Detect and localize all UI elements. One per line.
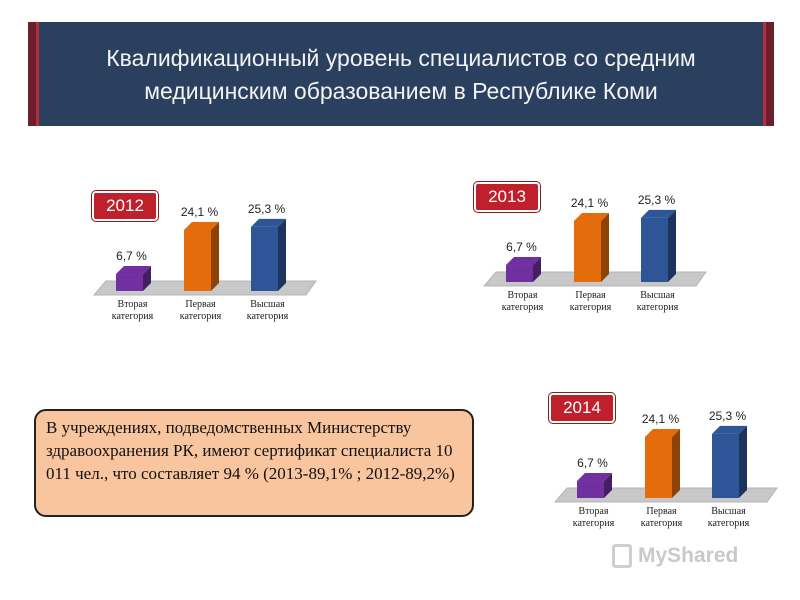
category-label: категория bbox=[637, 302, 679, 313]
category-label: Высшая bbox=[711, 506, 746, 517]
data-label: 6,7 % bbox=[577, 456, 608, 470]
category-label: категория bbox=[180, 311, 222, 322]
category-label: Первая bbox=[646, 506, 677, 517]
bar bbox=[116, 274, 143, 291]
bar bbox=[184, 229, 211, 291]
page-title: Квалификационный уровень специалистов со… bbox=[46, 42, 756, 108]
title-banner: Квалификационный уровень специалистов со… bbox=[28, 22, 774, 126]
category-label: Первая bbox=[575, 290, 606, 301]
bar bbox=[641, 217, 668, 282]
category-label: Вторая bbox=[579, 506, 609, 517]
watermark-logo: MyShared bbox=[612, 538, 738, 574]
bar-side bbox=[533, 257, 541, 282]
bar bbox=[506, 265, 533, 282]
bar-top bbox=[116, 266, 151, 275]
bar-top bbox=[574, 212, 609, 221]
certificate-note: В учреждениях, подведомственных Министер… bbox=[34, 409, 474, 517]
year-badge-2013: 2013 bbox=[473, 181, 541, 213]
bar-top bbox=[184, 221, 219, 230]
category-label: Высшая bbox=[250, 299, 285, 310]
data-label: 24,1 % bbox=[181, 205, 219, 219]
bar bbox=[251, 226, 278, 291]
category-label: категория bbox=[247, 311, 289, 322]
data-label: 25,3 % bbox=[709, 409, 747, 423]
bar bbox=[574, 220, 601, 282]
category-label: категория bbox=[502, 302, 544, 313]
title-line-2: медицинским образованием в Республике Ко… bbox=[144, 78, 658, 104]
bar bbox=[712, 433, 739, 498]
data-label: 6,7 % bbox=[116, 249, 147, 263]
bar-side bbox=[601, 212, 609, 282]
bar bbox=[577, 481, 604, 498]
title-line-1: Квалификационный уровень специалистов со… bbox=[106, 45, 696, 71]
category-label: категория bbox=[641, 518, 683, 529]
category-label: Вторая bbox=[508, 290, 538, 301]
category-label: категория bbox=[112, 311, 154, 322]
category-label: Высшая bbox=[640, 290, 675, 301]
category-label: Вторая bbox=[118, 299, 148, 310]
data-label: 6,7 % bbox=[506, 240, 537, 254]
category-label: категория bbox=[708, 518, 750, 529]
bar-side bbox=[672, 428, 680, 498]
year-badge-2014: 2014 bbox=[548, 392, 616, 424]
bar-side bbox=[604, 473, 612, 498]
category-label: категория bbox=[570, 302, 612, 313]
bar-side bbox=[211, 221, 219, 291]
data-label: 25,3 % bbox=[638, 193, 676, 207]
bar-top bbox=[641, 209, 676, 218]
year-badge-2012: 2012 bbox=[91, 190, 159, 222]
bar-top bbox=[645, 428, 680, 437]
category-label: Первая bbox=[185, 299, 216, 310]
bar-top bbox=[251, 218, 286, 227]
bar-side bbox=[739, 425, 747, 498]
bar-side bbox=[143, 266, 151, 291]
data-label: 25,3 % bbox=[248, 202, 286, 216]
data-label: 24,1 % bbox=[571, 196, 609, 210]
bar-top bbox=[506, 257, 541, 266]
watermark-text: MyShared bbox=[638, 544, 739, 567]
bar-side bbox=[668, 209, 676, 282]
data-label: 24,1 % bbox=[642, 412, 680, 426]
bar-top bbox=[577, 473, 612, 482]
bar-side bbox=[278, 218, 286, 291]
presentation-icon bbox=[612, 544, 632, 568]
certificate-note-text: В учреждениях, подведомственных Министер… bbox=[46, 418, 455, 483]
bar bbox=[645, 436, 672, 498]
category-label: категория bbox=[573, 518, 615, 529]
bar-top bbox=[712, 425, 747, 434]
